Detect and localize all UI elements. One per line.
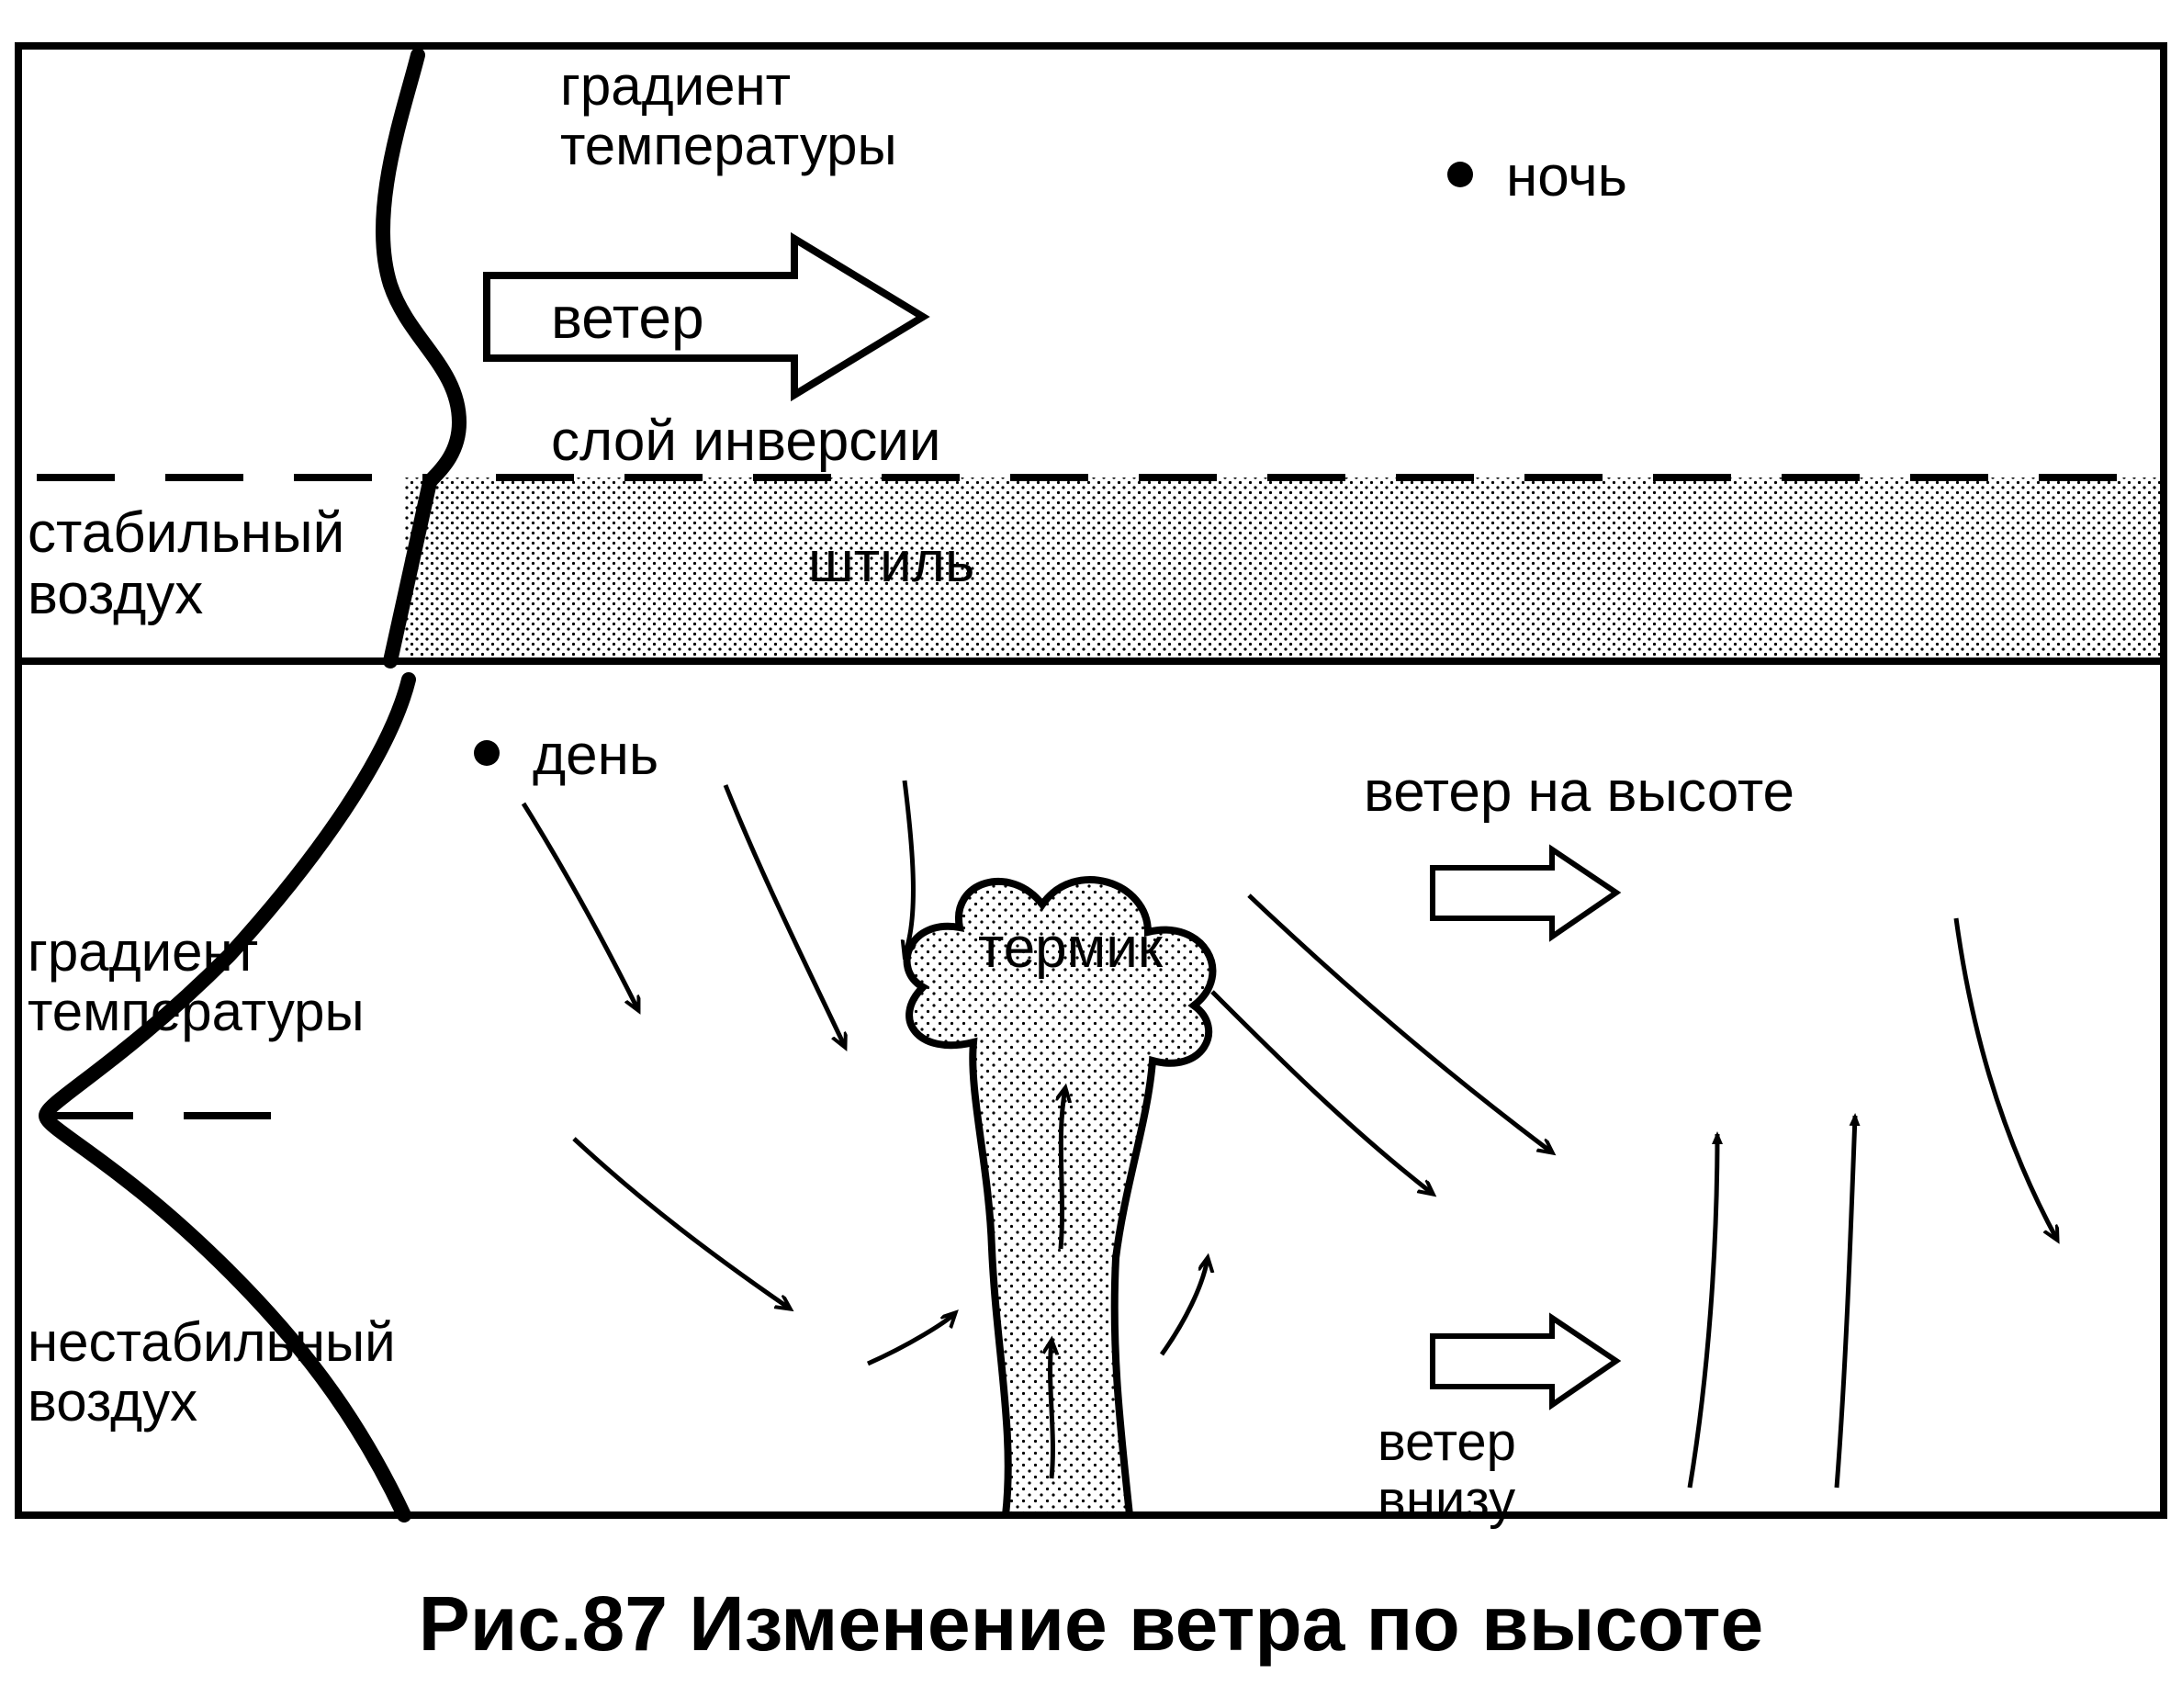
label-calm: штиль bbox=[808, 533, 974, 594]
label-wind-top: ветер bbox=[551, 287, 704, 350]
stable-air-band bbox=[404, 478, 2164, 661]
label-inversion: слой инверсии bbox=[551, 411, 941, 473]
diagram-page: градиент температуры ночь ветер слой инв… bbox=[0, 0, 2182, 1708]
flow-arrows bbox=[523, 781, 2057, 1488]
label-unstable: нестабильный воздух bbox=[28, 1313, 396, 1433]
day-bullet bbox=[474, 740, 500, 766]
night-bullet bbox=[1447, 162, 1473, 187]
label-thermal: термик bbox=[978, 918, 1163, 980]
label-wind-low: ветер внизу bbox=[1378, 1414, 1516, 1529]
figure-caption: Рис.87 Изменение ветра по высоте bbox=[0, 1579, 2182, 1669]
wind-arrow-low bbox=[1433, 1318, 1616, 1405]
wind-arrow-high bbox=[1433, 849, 1616, 937]
label-gradient-bottom: градиент температуры bbox=[28, 923, 365, 1042]
diagram-svg bbox=[0, 0, 2182, 1708]
label-wind-high: ветер на высоте bbox=[1364, 762, 1794, 824]
label-night: ночь bbox=[1506, 147, 1627, 208]
label-gradient-top: градиент температуры bbox=[560, 57, 897, 176]
label-day: день bbox=[533, 725, 658, 787]
label-stable: стабильный воздух bbox=[28, 503, 344, 626]
thermal-inner-arrow-1 bbox=[1051, 1341, 1053, 1478]
